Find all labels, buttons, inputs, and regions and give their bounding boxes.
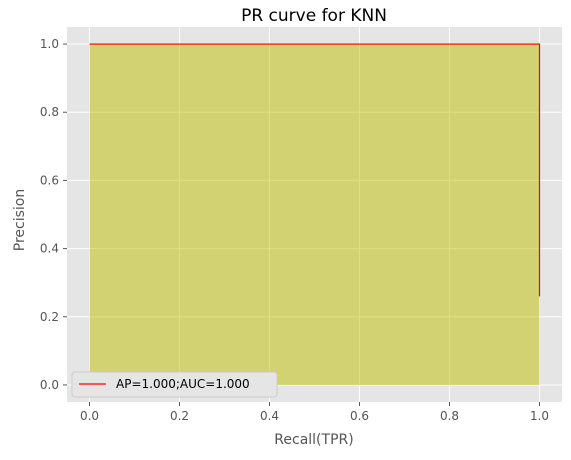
y-axis-label: Precision bbox=[12, 189, 28, 251]
x-tick-label: 0.2 bbox=[170, 409, 189, 423]
x-tick-label: 0.0 bbox=[80, 409, 99, 423]
x-axis-ticks: 0.0 0.2 0.4 0.6 0.8 1.0 bbox=[80, 402, 549, 423]
x-tick-label: 0.8 bbox=[440, 409, 459, 423]
pr-curve-line bbox=[89, 43, 541, 297]
x-tick-label: 0.4 bbox=[260, 409, 279, 423]
y-tick-label: 1.0 bbox=[40, 37, 59, 51]
y-tick-label: 0.4 bbox=[40, 242, 59, 256]
y-axis-ticks: 0.0 0.2 0.4 0.6 0.8 1.0 bbox=[40, 37, 67, 392]
pr-area-fill bbox=[89, 44, 540, 385]
y-tick-label: 0.0 bbox=[40, 378, 59, 392]
legend: AP=1.000;AUC=1.000 bbox=[71, 371, 278, 398]
y-tick-label: 0.6 bbox=[40, 173, 59, 187]
x-tick-label: 1.0 bbox=[530, 409, 549, 423]
y-tick-label: 0.8 bbox=[40, 105, 59, 119]
legend-box bbox=[71, 371, 278, 398]
legend-entry-label: AP=1.000;AUC=1.000 bbox=[116, 377, 250, 391]
y-tick-label: 0.2 bbox=[40, 310, 59, 324]
x-axis-label: Recall(TPR) bbox=[274, 432, 353, 448]
chart-title: PR curve for KNN bbox=[241, 6, 387, 26]
x-tick-label: 0.6 bbox=[350, 409, 369, 423]
